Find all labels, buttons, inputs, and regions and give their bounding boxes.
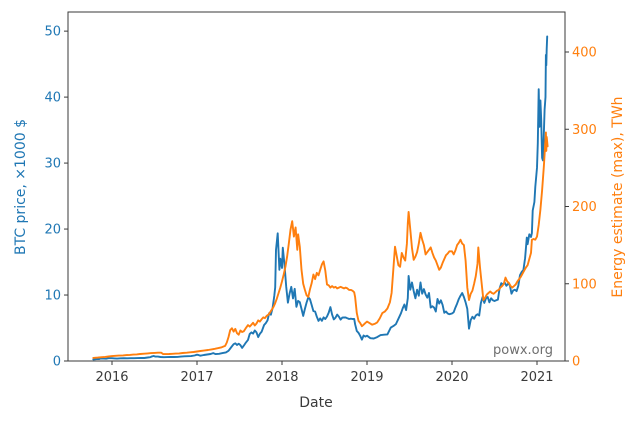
y-right-tick-label: 0 <box>572 355 580 370</box>
watermark-text: powx.org <box>493 343 553 358</box>
x-tick-label: 2018 <box>265 370 298 385</box>
axes-spines <box>67 11 566 362</box>
y-left-tick-label: 30 <box>44 157 61 172</box>
y-right-tick-label: 200 <box>572 200 597 215</box>
x-tick-label: 2021 <box>520 370 553 385</box>
y-axis-label-left: BTC price, ×1000 $ <box>13 118 29 256</box>
plot-area <box>68 12 565 361</box>
y-axis-label-right: Energy estimate (max), TWh <box>610 96 626 298</box>
y-left-tick-label: 10 <box>44 289 61 304</box>
y-left-tick-label: 20 <box>44 223 61 238</box>
x-tick-label: 2020 <box>435 370 468 385</box>
x-tick-label: 2016 <box>95 370 128 385</box>
btc-price-line <box>92 35 549 361</box>
x-axis-label: Date <box>299 395 333 411</box>
y-left-tick-label: 0 <box>53 355 61 370</box>
y-right-tick-label: 400 <box>572 46 597 61</box>
y-right-tick-label: 100 <box>572 277 597 292</box>
y-left-tick-label: 50 <box>44 25 61 40</box>
x-tick-label: 2019 <box>350 370 383 385</box>
y-right-tick-label: 300 <box>572 123 597 138</box>
x-tick-label: 2017 <box>180 370 213 385</box>
y-left-tick-label: 40 <box>44 91 61 106</box>
energy-estimate-line <box>92 131 549 359</box>
